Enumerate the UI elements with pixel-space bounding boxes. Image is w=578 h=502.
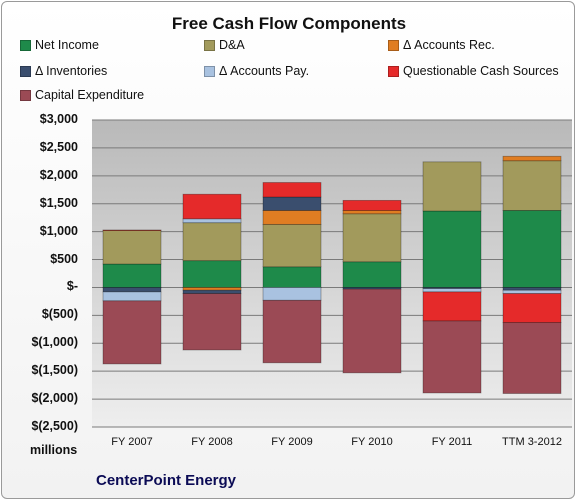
y-tick-label: $(2,500) [31,419,78,433]
legend-swatch [20,89,31,101]
legend-label: Δ Inventories [35,64,108,78]
legend-item: Δ Accounts Pay. [204,64,309,78]
bar-segment [262,210,322,225]
bar-segment [182,260,242,288]
legend-swatch [20,65,31,77]
bar-segment [422,288,482,293]
bar-segment [102,300,162,365]
bar-segment [182,289,242,294]
y-tick-label: $(2,000) [31,391,78,406]
company-name: CenterPoint Energy [96,472,237,489]
bar-segment [182,218,242,224]
bar-segment [342,213,402,263]
y-tick-label: $2,000 [39,167,78,182]
legend-label: Δ Accounts Pay. [219,64,310,78]
legend-swatch [388,39,399,51]
bar-segment [182,222,242,262]
x-tick-label: FY 2008 [191,436,233,448]
x-tick-label: TTM 3-2012 [502,436,562,448]
bar-segment [262,196,322,211]
bar-segment [502,289,562,294]
bar-segment [502,210,562,288]
y-tick-label: $- [66,279,78,294]
units-label: millions [30,443,78,457]
legend-swatch [204,39,215,51]
bar-segment [262,287,322,301]
bar-segment [342,210,402,215]
y-tick-label: $3,000 [39,112,78,126]
legend-item: Net Income [20,38,99,52]
legend-item: Δ Inventories [20,64,107,78]
bar-segment [342,199,402,211]
y-tick-label: $(1,500) [31,363,78,378]
bar-segment [102,229,162,231]
bar-segment [422,320,482,394]
bar-segment [102,263,162,288]
bar-segment [262,266,322,288]
x-tick-label: FY 2007 [111,436,153,448]
plot-background [92,120,572,427]
bar-segment [262,299,322,364]
bar-segment [342,261,402,288]
x-tick-label: FY 2010 [351,436,393,448]
y-tick-label: $(500) [41,307,78,322]
bar-segment [502,160,562,211]
bar-segment [102,287,162,293]
bar-segment [422,291,482,322]
bar-segment [182,293,242,351]
legend-label: Capital Expenditure [35,88,145,102]
legend-swatch [204,65,215,77]
legend-label: Questionable Cash Sources [403,64,559,78]
bar-segment [102,230,162,265]
legend-item: D&A [204,38,245,52]
legend-swatch [388,65,399,77]
bar-segment [342,288,402,374]
bar-segment [502,322,562,394]
bar-segment [502,155,562,162]
bar-segment [422,161,482,212]
bar-segment [182,287,242,291]
legend-swatch [20,39,31,51]
x-tick-label: FY 2011 [431,436,473,448]
legend-item: Δ Accounts Rec. [388,38,495,52]
y-tick-label: $1,500 [39,195,78,210]
bar-segment [502,293,562,324]
y-tick-label: $1,000 [39,223,78,238]
y-tick-label: $(1,000) [31,335,78,350]
legend-label: Δ Accounts Rec. [403,38,495,52]
legend-label: D&A [219,38,245,52]
bar-segment [502,287,562,291]
legend-item: Capital Expenditure [20,88,144,102]
chart-title: Free Cash Flow Components [171,14,407,33]
bar-segment [262,223,322,268]
legend-item: Questionable Cash Sources [388,64,559,78]
y-tick-label: $500 [50,251,78,266]
bar-segment [182,193,242,220]
bar-segment [102,291,162,302]
bar-segment [422,210,482,288]
y-tick-label: $2,500 [39,139,78,154]
bar-segment [262,182,322,198]
legend-label: Net Income [35,38,99,52]
x-tick-label: FY 2009 [271,436,313,448]
